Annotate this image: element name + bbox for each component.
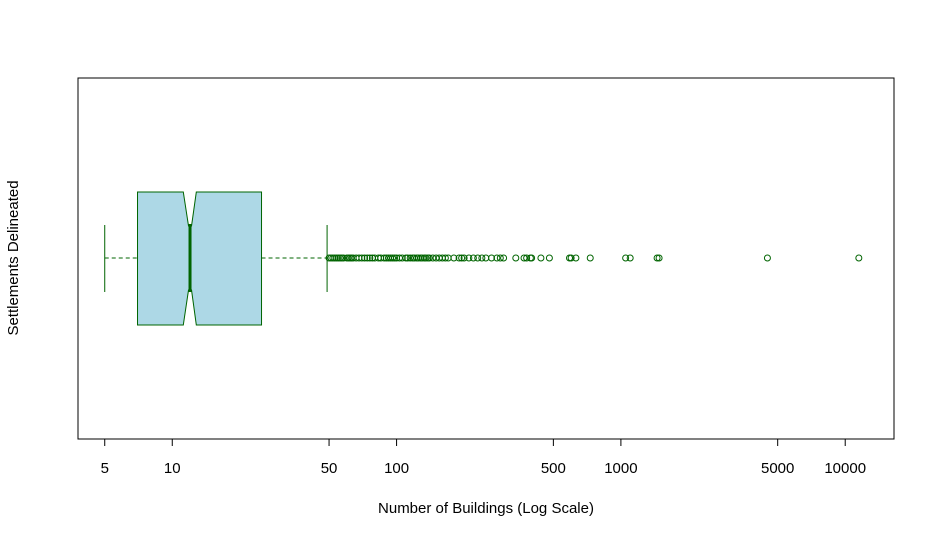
- outlier-point: [537, 254, 545, 262]
- outlier-point: [363, 254, 371, 262]
- outlier-point: [458, 254, 466, 262]
- box-layer: [104, 191, 328, 326]
- outlier-points: [325, 254, 863, 262]
- outlier-point: [465, 254, 473, 262]
- outlier-point: [855, 254, 863, 262]
- x-axis-title: Number of Buildings (Log Scale): [378, 500, 594, 517]
- outlier-point: [329, 254, 337, 262]
- outlier-point: [441, 254, 449, 262]
- x-tick-label: 5000: [761, 460, 794, 477]
- outlier-point: [523, 254, 531, 262]
- outlier-point: [572, 254, 580, 262]
- outlier-point: [488, 254, 496, 262]
- outlier-point: [622, 254, 630, 262]
- outlier-point: [567, 254, 575, 262]
- outlier-point: [653, 254, 661, 262]
- x-tick-label: 100: [384, 460, 409, 477]
- outlier-point: [389, 254, 397, 262]
- x-tick-label: 500: [541, 460, 566, 477]
- outlier-point: [500, 254, 508, 262]
- outlier-point: [391, 254, 399, 262]
- outlier-point: [626, 254, 634, 262]
- outlier-point: [406, 254, 414, 262]
- x-tick-label: 10000: [824, 460, 866, 477]
- outlier-point: [469, 254, 477, 262]
- outlier-point: [331, 254, 339, 262]
- x-tick-label: 1000: [604, 460, 637, 477]
- outlier-point: [404, 254, 412, 262]
- outlier-point: [545, 254, 553, 262]
- iqr-box: [137, 191, 263, 326]
- outlier-point: [422, 254, 430, 262]
- outlier-point: [512, 254, 520, 262]
- outlier-point: [482, 254, 490, 262]
- outlier-point: [460, 254, 468, 262]
- x-tick-label: 5: [101, 460, 109, 477]
- outlier-point: [493, 254, 501, 262]
- outlier-point: [358, 254, 366, 262]
- outlier-point: [474, 254, 482, 262]
- x-tick-label: 10: [164, 460, 181, 477]
- outlier-point: [478, 254, 486, 262]
- outlier-point: [450, 254, 458, 262]
- outlier-point: [455, 254, 463, 262]
- outlier-point: [763, 254, 771, 262]
- outlier-point: [425, 254, 433, 262]
- outlier-point: [361, 254, 369, 262]
- x-tick-label: 50: [321, 460, 338, 477]
- x-axis: 5 10 50 100 500 1000 5000 10000: [101, 438, 866, 477]
- outlier-point: [655, 254, 663, 262]
- outlier-point: [398, 254, 406, 262]
- outlier-point: [586, 254, 594, 262]
- outlier-point: [366, 254, 374, 262]
- outlier-point: [496, 254, 504, 262]
- y-axis-title: Settlements Delineated: [5, 180, 22, 335]
- outlier-point: [528, 254, 536, 262]
